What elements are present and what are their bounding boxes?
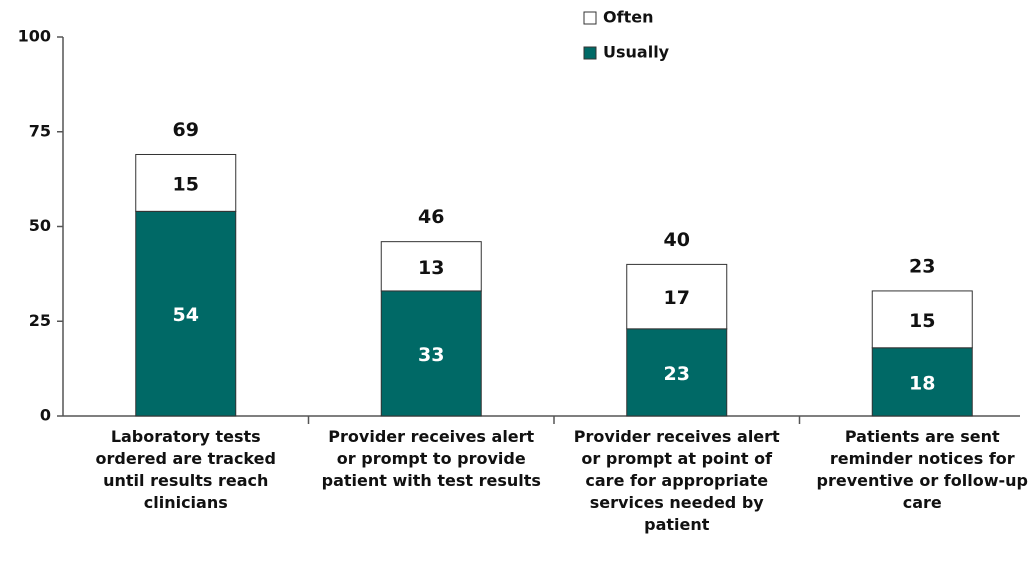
total-label: 40 — [664, 229, 690, 251]
x-tick-label: Laboratory tests ordered are tracked unt… — [95, 427, 276, 512]
legend-swatch — [583, 11, 597, 25]
bar-segment — [626, 328, 728, 417]
value-label: 13 — [418, 257, 444, 279]
legend-label: Often — [603, 8, 653, 27]
x-tick-label-box: Laboratory tests ordered are tracked unt… — [95, 427, 276, 512]
bar-segment — [626, 263, 728, 330]
total-label: 69 — [173, 119, 199, 141]
x-tick-label: Patients are sent reminder notices for p… — [816, 427, 1028, 512]
value-label: 15 — [173, 173, 199, 195]
x-tick-label: Provider receives alert or prompt to pro… — [321, 427, 541, 490]
value-label: 15 — [909, 310, 935, 332]
x-tick-label-box: Provider receives alert or prompt at poi… — [573, 427, 780, 534]
bar-segment — [380, 241, 482, 292]
bar-segment — [871, 290, 973, 349]
total-label: 23 — [909, 255, 935, 277]
x-tick-label-box: Patients are sent reminder notices for p… — [816, 427, 1028, 512]
value-label: 23 — [664, 363, 690, 385]
value-label: 33 — [418, 344, 444, 366]
y-tick-label: 0 — [40, 406, 51, 425]
y-tick-label: 25 — [29, 311, 51, 330]
legend-swatch — [583, 46, 597, 60]
bar-segment — [135, 153, 237, 212]
bar-segment — [380, 290, 482, 417]
total-label: 46 — [418, 206, 444, 228]
y-tick-label: 75 — [29, 121, 51, 140]
value-label: 18 — [909, 372, 935, 394]
x-tick-label-box: Provider receives alert or prompt to pro… — [321, 427, 541, 490]
value-label: 17 — [664, 287, 690, 309]
bar-segment — [871, 347, 973, 417]
legend-label: Usually — [603, 43, 670, 62]
x-tick-label: Provider receives alert or prompt at poi… — [573, 427, 780, 534]
value-label: 54 — [173, 304, 199, 326]
y-tick-label: 100 — [18, 27, 51, 46]
y-tick-label: 50 — [29, 216, 51, 235]
